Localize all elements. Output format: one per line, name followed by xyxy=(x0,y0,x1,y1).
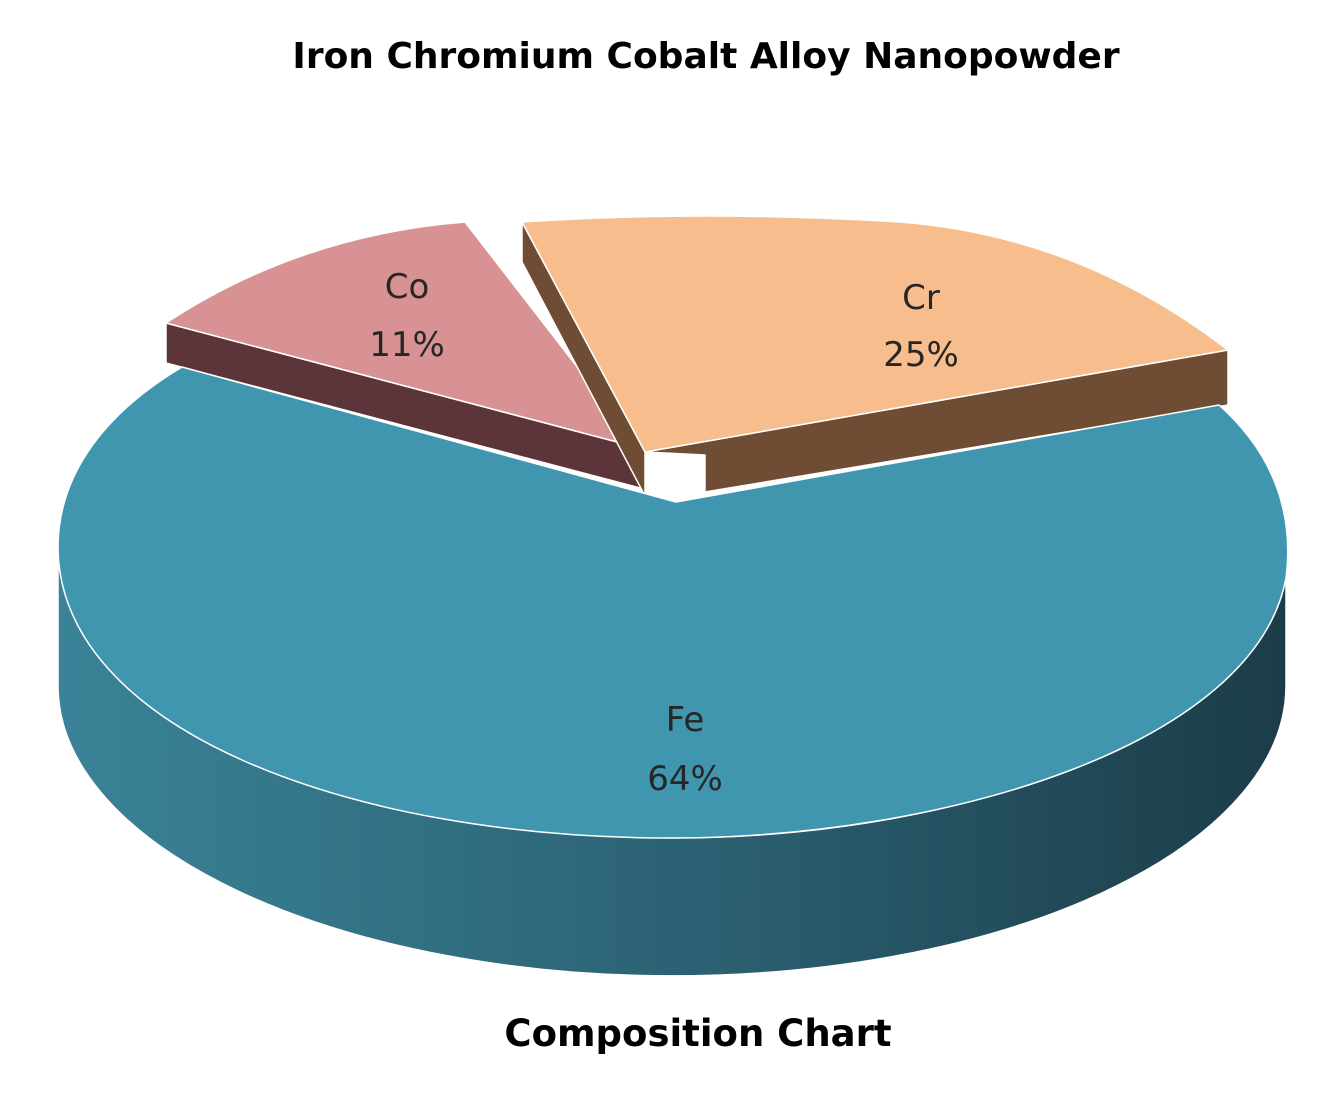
slice-cr xyxy=(521,215,1229,497)
label-fe-value: 64% xyxy=(647,759,723,799)
label-fe-name: Fe xyxy=(666,700,705,740)
slice-fe-top xyxy=(57,366,1289,839)
slice-cr-top xyxy=(521,215,1229,453)
slice-co xyxy=(165,221,641,489)
chart-subtitle: Composition Chart xyxy=(504,1012,892,1055)
slice-co-top xyxy=(165,221,641,449)
label-co-value: 11% xyxy=(369,325,445,365)
label-co-name: Co xyxy=(385,267,430,307)
slice-fe xyxy=(57,366,1289,977)
chart-title: Iron Chromium Cobalt Alloy Nanopowder xyxy=(292,36,1120,77)
label-cr-name: Cr xyxy=(902,278,940,318)
label-cr-value: 25% xyxy=(883,335,959,375)
